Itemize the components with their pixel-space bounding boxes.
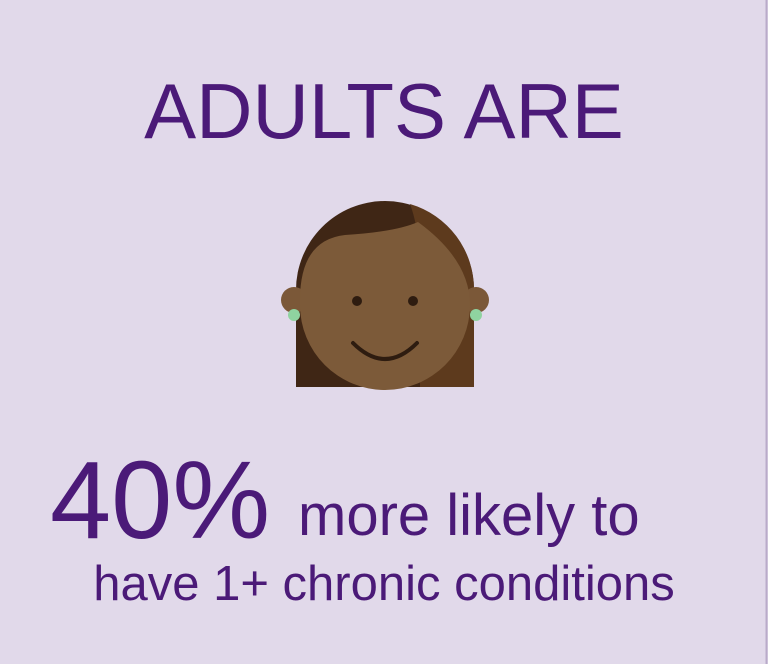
face <box>300 222 470 390</box>
earring <box>470 309 482 321</box>
eye <box>408 296 418 306</box>
earring <box>288 309 300 321</box>
stat-text: more likely to <box>298 483 640 548</box>
stat: 40% <box>50 439 270 562</box>
eye <box>352 296 362 306</box>
stat-text: have 1+ chronic conditions <box>93 557 675 611</box>
face-icon <box>281 201 489 390</box>
heading: ADULTS ARE <box>144 67 624 155</box>
smile <box>351 341 419 361</box>
